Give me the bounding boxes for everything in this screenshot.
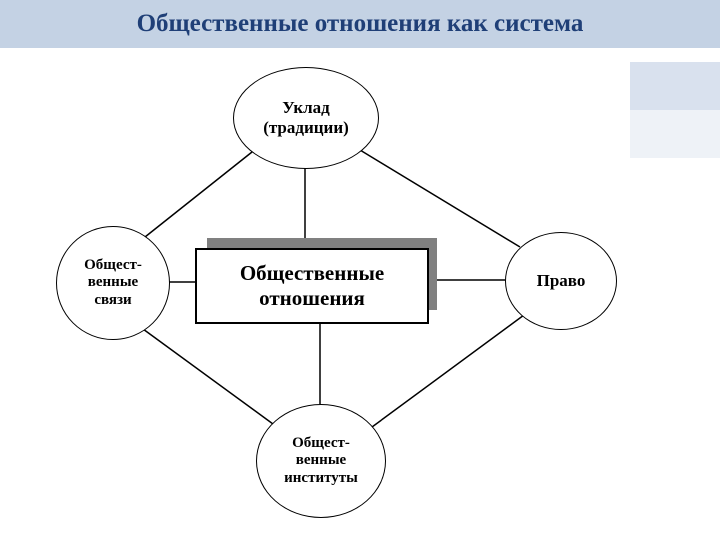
edge-top-left: [145, 152, 252, 237]
node-top: Уклад(традиции): [233, 67, 379, 169]
node-bottom-line-2: институты: [284, 470, 358, 487]
node-bottom: Общест-венныеинституты: [256, 404, 386, 518]
node-left-line-2: связи: [94, 292, 131, 309]
center-node: Общественныеотношения: [195, 248, 429, 324]
node-left-line-1: венные: [88, 274, 138, 291]
node-left-line-0: Общест-: [84, 257, 142, 274]
node-top-line-0: Уклад: [282, 98, 330, 118]
page-title-bar: Общественные отношения как система: [0, 0, 720, 48]
node-bottom-line-1: венные: [296, 452, 346, 469]
diagram-area: Общественныеотношения Уклад(традиции) Общ…: [0, 62, 720, 540]
node-bottom-line-0: Общест-: [292, 435, 350, 452]
node-right: Право: [505, 232, 617, 330]
node-right-line-0: Право: [537, 271, 586, 291]
edge-top-right: [360, 150, 520, 247]
page-title: Общественные отношения как система: [137, 10, 584, 38]
center-label-line-0: Общественные: [240, 261, 384, 286]
edge-right-bottom: [372, 315, 524, 427]
center-label-line-1: отношения: [259, 286, 365, 311]
edge-left-bottom: [143, 329, 273, 424]
node-left: Общест-венныесвязи: [56, 226, 170, 340]
node-top-line-1: (традиции): [263, 118, 349, 138]
